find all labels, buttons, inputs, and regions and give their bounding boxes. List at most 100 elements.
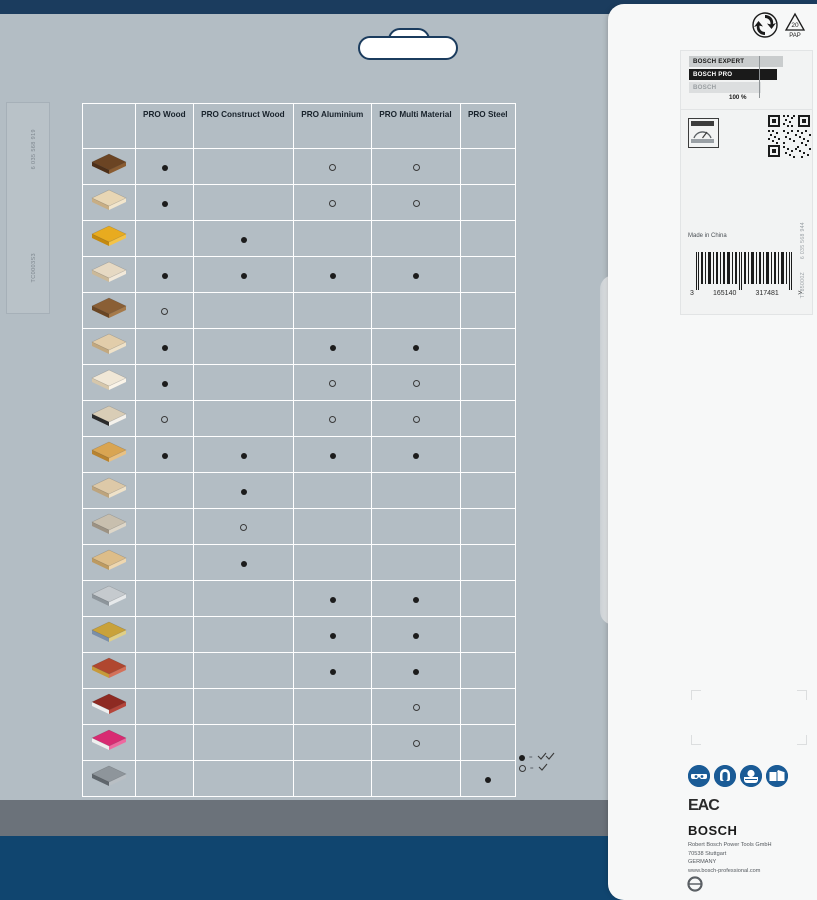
mark-suitable: [329, 379, 337, 387]
mark-cell-col4: [371, 616, 461, 653]
mark-cell-col5: [459, 400, 517, 437]
mark-cell-col4: [371, 148, 461, 185]
performance-comparison-chart: BOSCH EXPERT BOSCH PRO BOSCH 100 %: [689, 56, 804, 104]
label-side-code-b: TT85000Z: [800, 272, 806, 299]
mark-cell-col3: [293, 148, 373, 185]
mark-recommended: [161, 164, 168, 171]
mark-cell-col3: [293, 652, 373, 689]
table-row: [82, 292, 517, 329]
mark-cell-col3: [293, 292, 373, 329]
material-icon-timber-beams: [89, 474, 129, 502]
mark-recommended: [161, 200, 168, 207]
material-cell: [82, 544, 136, 581]
legend-equals: =: [529, 754, 533, 761]
mark-cell-col4: [371, 544, 461, 581]
mark-cell-col1: [134, 184, 195, 221]
mark-cell-col4: [371, 328, 461, 365]
table-row: [82, 544, 517, 581]
mark-cell-col1: [134, 364, 195, 401]
mark-suitable: [329, 199, 337, 207]
mark-cell-col4: [371, 472, 461, 509]
crop-mark-top-right: [797, 690, 807, 700]
mark-cell-col2: [193, 292, 295, 329]
material-icon-composite-panel: [89, 690, 129, 718]
mark-cell-col2: [193, 364, 295, 401]
mark-cell-col4: [371, 184, 461, 221]
perf-label-bosch: BOSCH: [693, 84, 717, 91]
material-cell: [82, 652, 136, 689]
column-header-material: [82, 103, 136, 149]
mark-recommended: [413, 452, 420, 459]
material-cell: [82, 508, 136, 545]
mark-cell-col4: [371, 652, 461, 689]
mark-cell-col3: [293, 688, 373, 725]
mark-cell-col1: [134, 580, 195, 617]
mark-cell-col5: [459, 688, 517, 725]
mark-suitable: [412, 163, 420, 171]
perf-row-bosch: BOSCH: [689, 82, 804, 93]
material-cell: [82, 184, 136, 221]
mark-cell-col4: [371, 688, 461, 725]
mark-recommended: [413, 632, 420, 639]
mark-cell-col1: [134, 292, 195, 329]
made-in-text: Made in China: [688, 233, 727, 239]
material-icon-nail-embedded-wood: [89, 510, 129, 538]
mark-cell-col4: [371, 436, 461, 473]
mark-recommended: [413, 272, 420, 279]
mark-cell-col4: [371, 364, 461, 401]
mark-cell-col1: [134, 256, 195, 293]
mark-cell-col1: [134, 148, 195, 185]
mark-cell-col1: [134, 328, 195, 365]
table-row: [82, 256, 517, 293]
table-row: [82, 364, 517, 401]
barcode-digit-left: 165140: [713, 290, 737, 297]
mark-cell-col3: [293, 256, 373, 293]
manufacturer-address: Robert Bosch Power Tools GmbH 70538 Stut…: [688, 841, 772, 876]
mark-cell-col2: [193, 724, 295, 761]
material-icon-aluminium-profile: [89, 582, 129, 610]
material-cell: [82, 364, 136, 401]
material-cell: [82, 760, 136, 797]
mark-cell-col3: [293, 400, 373, 437]
mark-suitable: [329, 163, 337, 171]
material-compatibility-table: PRO Wood PRO Construct Wood PRO Aluminiu…: [82, 103, 517, 797]
mark-cell-col2: [193, 760, 295, 797]
table-row: [82, 616, 517, 653]
column-header-pro-aluminium: PRO Aluminium: [293, 103, 373, 149]
mark-cell-col3: [293, 472, 373, 509]
material-icon-plywood-board: [89, 258, 129, 286]
material-icon-non-ferrous-pipes: [89, 618, 129, 646]
mark-cell-col2: [193, 472, 295, 509]
perf-row-pro: BOSCH PRO: [689, 69, 804, 80]
mark-recommended: [161, 452, 168, 459]
mark-recommended: [413, 344, 420, 351]
material-icon-copper-brass-profile: [89, 654, 129, 682]
mark-cell-col2: [193, 688, 295, 725]
green-dot-recycle-icon: [752, 12, 778, 38]
mark-cell-col5: [459, 652, 517, 689]
mark-cell-col5: [459, 328, 517, 365]
mark-cell-col5: [459, 220, 517, 257]
material-cell: [82, 472, 136, 509]
table-row: [82, 508, 517, 545]
table-legend: = =: [519, 752, 579, 774]
rpm-max-gauge-icon: [688, 118, 719, 148]
mark-cell-col2: [193, 328, 295, 365]
perf-bar-pro: [689, 69, 777, 80]
material-cell: [82, 688, 136, 725]
mark-cell-col4: [371, 292, 461, 329]
table-row: [82, 760, 517, 797]
ean13-barcode: [694, 252, 798, 290]
mark-cell-col1: [134, 652, 195, 689]
mark-cell-col2: [193, 616, 295, 653]
pap-20-icon: 20 PAP: [784, 12, 806, 39]
table-row: [82, 328, 517, 365]
mark-recommended: [519, 754, 525, 761]
mark-cell-col3: [293, 184, 373, 221]
mark-cell-col2: [193, 148, 295, 185]
table-row: [82, 436, 517, 473]
legend-equals: =: [530, 765, 534, 772]
address-line-website: www.bosch-professional.com: [688, 867, 761, 874]
table-row: [82, 148, 517, 185]
column-header-pro-steel: PRO Steel: [459, 103, 517, 149]
